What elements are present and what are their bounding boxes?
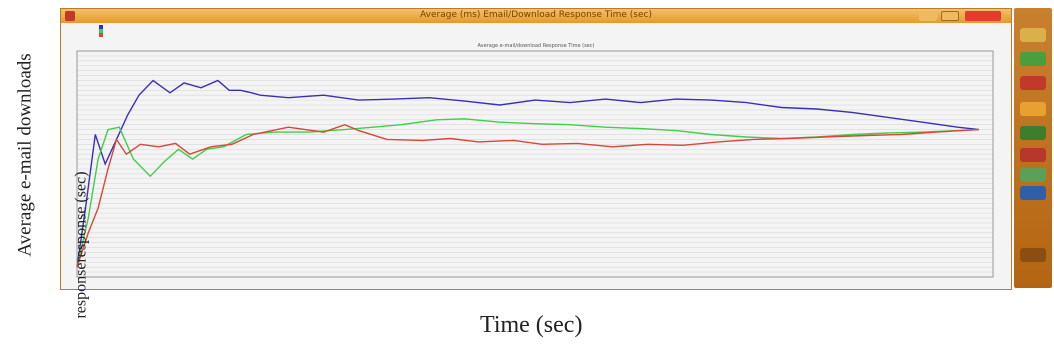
- legend-swatch: [99, 33, 103, 37]
- grid: [77, 50, 993, 278]
- folder-icon[interactable]: [1020, 28, 1046, 42]
- arrow-icon[interactable]: [1020, 126, 1046, 140]
- plot-frame: [76, 50, 994, 278]
- plot-title: Average e-mail/download Response Time (s…: [478, 43, 595, 49]
- grid-icon[interactable]: [1020, 186, 1046, 200]
- series-line: [76, 118, 979, 268]
- legend-entry: [99, 29, 103, 33]
- outer-y-axis-label-box: Average e-mail downloads: [6, 20, 46, 290]
- tool-icon[interactable]: [1020, 102, 1046, 116]
- inner-y-axis-label-box: responseresponse (sec): [60, 145, 104, 345]
- series-lines: [76, 79, 979, 268]
- legend-entry: [99, 25, 103, 29]
- close-button[interactable]: [965, 11, 1001, 21]
- series-line: [76, 79, 979, 268]
- side-toolbar: [1014, 8, 1052, 288]
- window-title: Average (ms) Email/Download Response Tim…: [420, 10, 652, 20]
- series-line: [76, 123, 979, 268]
- maximize-button[interactable]: [941, 11, 959, 21]
- app-icon: [65, 11, 75, 21]
- legend: [99, 25, 103, 37]
- legend-entry: [99, 33, 103, 37]
- outer-y-axis-label: Average e-mail downloads: [15, 53, 37, 257]
- checkbox-icon[interactable]: [1020, 148, 1046, 162]
- notes-icon[interactable]: [1020, 168, 1046, 182]
- plot-window: Average (ms) Email/Download Response Tim…: [60, 8, 1012, 290]
- legend-swatch: [99, 29, 103, 33]
- x-axis-label: Time (sec): [480, 312, 583, 338]
- minimize-button[interactable]: [919, 11, 937, 21]
- inner-y-axis-label: responseresponse (sec): [73, 171, 90, 319]
- graph-icon[interactable]: [1020, 52, 1046, 66]
- window-titlebar[interactable]: Average (ms) Email/Download Response Tim…: [61, 9, 1011, 23]
- line-chart: Average e-mail/download Response Time (s…: [76, 43, 994, 278]
- chart-icon[interactable]: [1020, 76, 1046, 90]
- legend-swatch: [99, 25, 103, 29]
- play-icon[interactable]: [1020, 248, 1046, 262]
